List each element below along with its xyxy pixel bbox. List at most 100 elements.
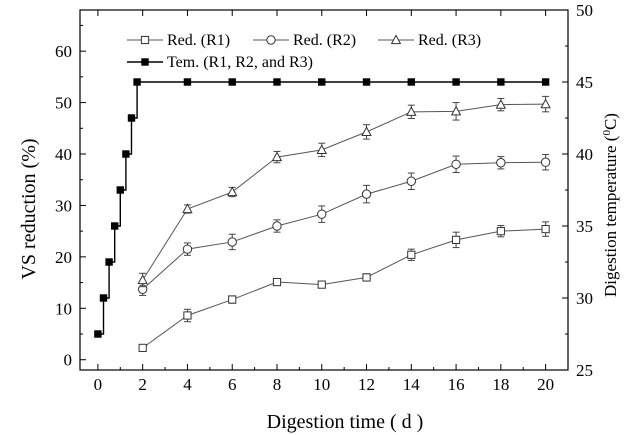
square-filled-marker [273,78,281,86]
x-tick-label: 4 [183,375,192,394]
square-filled-marker [127,114,136,122]
square-filled-marker [228,78,236,86]
x-tick-label: 0 [94,375,103,394]
x-axis-title: Digestion time ( d ) [267,411,424,433]
circle-open-marker [406,176,417,186]
square-filled-marker [133,78,141,86]
series-line [142,161,546,290]
square-filled-marker [541,78,550,86]
plot-axes [79,9,569,371]
square-open-marker [140,35,150,45]
square-open-marker [138,343,147,352]
legend-item-1: Red. (R2) [253,32,356,49]
square-filled-marker [497,78,505,86]
triangle-open-marker [271,151,283,162]
legend-item-3: Tem. (R1, R2, and R3) [127,54,313,71]
square-filled-marker [105,258,113,266]
circle-open-marker [266,35,276,45]
triangle-open-marker [540,98,551,109]
square-filled-marker [318,78,326,86]
triangle-open-marker [226,186,238,197]
x-tick-label: 8 [273,375,282,394]
y-left-tick-label: 10 [55,299,72,318]
square-filled-marker [407,78,416,86]
square-filled-marker [116,186,124,194]
legend-label: Red. (R1) [167,32,230,49]
y-right-tick-label: 25 [576,361,593,380]
series-2 [137,95,551,288]
circle-open-marker [451,159,461,169]
y-axis-right-title-main: Digestion temperature ( [601,135,620,297]
circle-open-marker [540,157,551,167]
y-axis-right-title: Digestion temperature (0C) [601,113,620,297]
y-axis-right-title-sup: 0 [601,130,613,136]
square-open-marker [362,273,371,282]
circle-open-marker [361,189,372,199]
y-right-tick-label: 40 [576,145,593,164]
circle-open-marker [317,209,327,219]
square-open-marker [317,280,326,289]
series-line [142,103,546,281]
triangle-open-marker [495,98,507,109]
temperature-step-line [97,81,546,335]
triangle-open-marker [406,106,417,116]
square-filled-marker [110,222,119,230]
square-open-marker [407,250,416,259]
square-filled-marker [362,78,371,86]
y-left-tick-label: 50 [55,94,72,113]
square-filled-marker [452,78,460,86]
x-tick-label: 20 [537,375,554,394]
x-tick-label: 16 [448,375,465,394]
square-open-marker [451,235,461,244]
plot-frame [79,9,569,371]
triangle-open-marker [450,105,462,116]
square-open-marker [496,227,505,236]
axis-ticks: 0 2 4 6 8 10 12 14 16 18 20 0 10 20 30 40 50 60 25 30 35 40 45… [55,1,593,394]
circle-open-marker [227,237,237,247]
y-left-tick-label: 20 [55,248,72,267]
series-line [142,228,546,349]
series-layer [94,78,551,352]
triangle-open-marker [137,274,148,285]
triangle-open-marker [390,34,402,45]
y-right-tick-label: 30 [576,289,593,308]
series-1 [137,154,551,296]
circle-open-marker [496,158,506,168]
circle-open-marker [272,221,282,231]
legend-item-0: Red. (R1) [127,32,230,49]
triangle-open-marker [361,126,372,136]
circle-open-marker [182,244,193,254]
y-left-tick-label: 60 [55,42,72,61]
series-0 [138,221,550,352]
square-filled-marker [141,58,149,66]
square-filled-marker [94,330,102,338]
square-filled-marker [122,150,130,158]
square-open-marker [228,295,237,304]
x-tick-label: 2 [138,375,147,394]
triangle-open-marker [182,203,193,214]
y-left-tick-label: 30 [55,196,72,215]
square-open-marker [272,277,282,287]
x-tick-label: 10 [313,375,330,394]
triangle-open-marker [316,144,327,154]
legend-item-2: Red. (R3) [378,32,481,49]
legend-label: Tem. (R1, R2, and R3) [167,54,313,71]
series-3 [94,78,550,338]
y-axis-right-title-end: C) [601,113,620,130]
legend-label: Red. (R2) [293,32,356,49]
legend: Red. (R1) Red. (R2) Red. (R3) Tem. (R1, R2,… [127,32,481,71]
y-right-tick-label: 50 [576,1,593,20]
y-right-tick-label: 35 [576,217,593,236]
square-filled-marker [183,78,192,86]
x-tick-label: 14 [403,375,421,394]
square-open-marker [183,311,192,320]
x-tick-label: 6 [228,375,237,394]
square-filled-marker [99,294,108,302]
x-tick-label: 18 [492,375,509,394]
x-tick-label: 12 [358,375,375,394]
y-left-tick-label: 40 [55,145,72,164]
square-open-marker [541,224,550,234]
y-right-tick-label: 45 [576,73,593,92]
y-axis-left-title: VS reduction (%) [18,138,40,279]
